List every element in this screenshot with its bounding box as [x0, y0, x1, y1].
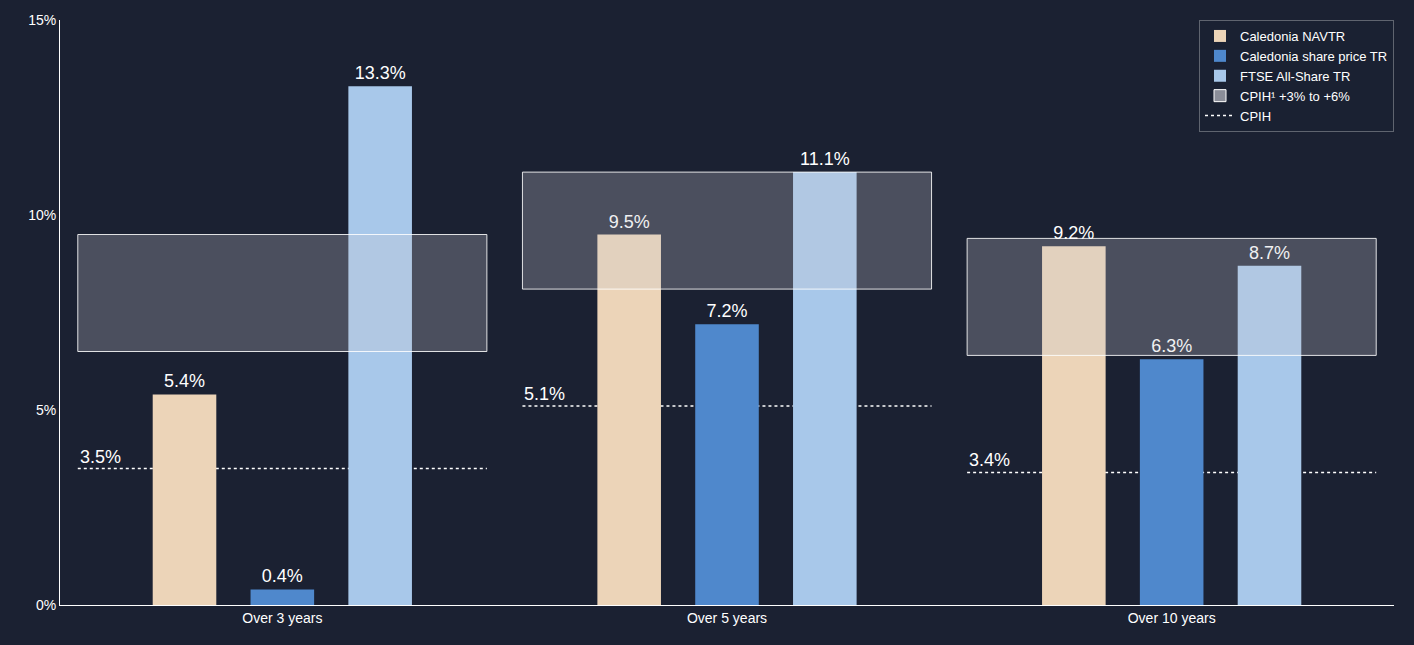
- svg-text:5%: 5%: [36, 402, 56, 418]
- svg-text:11.1%: 11.1%: [800, 149, 850, 169]
- svg-text:5.1%: 5.1%: [524, 384, 565, 404]
- svg-text:9.5%: 9.5%: [609, 212, 650, 232]
- svg-text:15%: 15%: [28, 12, 56, 28]
- svg-text:FTSE All-Share TR: FTSE All-Share TR: [1240, 69, 1350, 84]
- svg-text:8.7%: 8.7%: [1249, 243, 1290, 263]
- svg-text:6.3%: 6.3%: [1151, 336, 1192, 356]
- svg-text:Over 5 years: Over 5 years: [687, 610, 767, 626]
- svg-text:5.4%: 5.4%: [164, 371, 205, 391]
- svg-text:CPIH¹ +3% to +6%: CPIH¹ +3% to +6%: [1240, 89, 1350, 104]
- svg-text:7.2%: 7.2%: [706, 301, 747, 321]
- svg-text:3.4%: 3.4%: [969, 450, 1010, 470]
- svg-text:0.4%: 0.4%: [262, 566, 303, 586]
- svg-text:Over 3 years: Over 3 years: [242, 610, 322, 626]
- svg-text:CPIH: CPIH: [1240, 109, 1271, 124]
- svg-text:10%: 10%: [28, 207, 56, 223]
- svg-text:13.3%: 13.3%: [355, 63, 406, 83]
- svg-text:Caledonia share price TR: Caledonia share price TR: [1240, 49, 1387, 64]
- svg-text:9.2%: 9.2%: [1053, 223, 1094, 243]
- svg-text:Caledonia NAVTR: Caledonia NAVTR: [1240, 29, 1345, 44]
- svg-text:0%: 0%: [36, 597, 56, 613]
- svg-text:3.5%: 3.5%: [80, 447, 121, 467]
- svg-text:Over 10 years: Over 10 years: [1128, 610, 1216, 626]
